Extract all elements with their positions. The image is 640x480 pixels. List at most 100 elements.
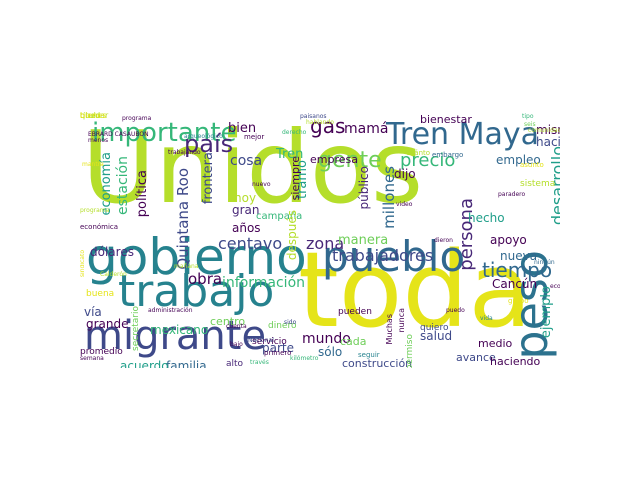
word: país: [184, 130, 234, 158]
word: siempre: [289, 156, 302, 201]
word: migrante: [84, 313, 267, 359]
word: empleo: [496, 153, 541, 167]
word: familia: [166, 359, 207, 368]
word: centro: [210, 315, 246, 328]
word-cloud: Unidos toda gobierno pueblo trabajo migr…: [80, 112, 560, 368]
word: estación: [115, 156, 131, 216]
word: información: [222, 275, 306, 291]
word: título: [80, 112, 101, 120]
word: gran: [232, 203, 260, 217]
word: mejor: [244, 133, 265, 141]
word: público: [357, 166, 371, 210]
word: vía: [84, 305, 102, 319]
word: alto: [226, 359, 244, 369]
word: permiso: [405, 334, 415, 368]
word: manera: [338, 233, 389, 248]
word: ningún: [534, 259, 555, 266]
word: dijo: [394, 167, 416, 181]
word: trabajo: [118, 266, 275, 317]
word: ejemplo: [539, 286, 554, 339]
word: sindicato: [80, 250, 86, 278]
word: dólares: [90, 245, 134, 259]
word: sido: [284, 319, 297, 326]
word: secretario: [131, 306, 141, 351]
word: haciendo: [490, 355, 541, 368]
word: acuerdo: [120, 359, 169, 368]
word: quiero: [420, 323, 449, 333]
word: Unidos: [82, 112, 424, 226]
word: quedar: [80, 112, 109, 120]
word: mantra: [82, 161, 104, 168]
word: nueva: [500, 249, 538, 263]
word: derecho: [282, 129, 307, 136]
word: Nacional: [248, 337, 274, 344]
word: mamá: [344, 121, 389, 137]
word: años: [232, 221, 261, 235]
word: avance: [456, 351, 496, 364]
word: bien: [228, 121, 257, 136]
word: dieron: [434, 237, 453, 244]
word: gas: [310, 114, 346, 138]
word: medio: [478, 337, 513, 350]
word: construcción: [342, 357, 413, 368]
word: Tren Maya: [386, 117, 540, 152]
word: paradero: [498, 191, 526, 198]
word: apoyo: [490, 233, 527, 247]
word: económico: [550, 283, 560, 290]
word: hoy: [234, 191, 257, 205]
word: nunca: [397, 308, 406, 333]
word: promedio: [80, 347, 123, 357]
word: Muchas: [385, 314, 394, 345]
word: toda: [298, 229, 533, 351]
word: embargo: [432, 151, 464, 159]
word: mexicano: [150, 323, 209, 337]
word: buena: [86, 289, 115, 299]
word: Tren: [276, 147, 304, 162]
word: bajo: [230, 341, 243, 348]
word: grupo: [508, 297, 529, 305]
word: video: [396, 201, 413, 208]
word: centavo: [218, 234, 283, 253]
word: mundo: [302, 331, 351, 347]
word: gente: [318, 148, 382, 173]
word: importante: [92, 118, 237, 148]
word: hecho: [468, 211, 505, 225]
word: tiempo: [482, 258, 553, 282]
word: grande: [86, 317, 129, 331]
word: EBRARD CASAUBON: [88, 131, 149, 138]
word: semana: [80, 355, 104, 362]
word: programa: [122, 115, 152, 122]
word: trabajadores: [332, 246, 434, 265]
word: menos: [88, 137, 109, 144]
word: persona: [456, 198, 477, 271]
word: nuevo: [252, 181, 271, 188]
word: mismo: [536, 123, 560, 137]
word: precio: [400, 150, 456, 171]
word: paisanos: [300, 113, 327, 120]
word: política: [135, 170, 150, 218]
word: salud: [420, 329, 453, 343]
word: trabajando: [168, 149, 201, 156]
word: cuenta: [226, 323, 247, 330]
word: comunidades: [528, 127, 560, 134]
word: sistema: [520, 179, 556, 189]
word: seis: [524, 121, 536, 128]
word: hacia: [536, 135, 560, 149]
word: empresa: [310, 153, 358, 166]
word: Quintana Roo: [174, 168, 192, 270]
word: económica: [80, 223, 119, 231]
word: programa: [80, 207, 110, 214]
word: Calderón: [100, 271, 127, 278]
word: mañana: [174, 263, 199, 270]
word: zona: [306, 234, 345, 253]
word: parte: [262, 341, 294, 355]
word: sólo: [318, 345, 343, 359]
word: servicio: [252, 337, 287, 347]
word: administración: [148, 307, 193, 314]
word: primero: [264, 349, 292, 357]
word: cosa: [230, 153, 263, 169]
word: cada: [340, 335, 367, 348]
word: campaña: [256, 211, 303, 222]
word: vida: [480, 315, 493, 322]
word: obra: [188, 270, 223, 288]
